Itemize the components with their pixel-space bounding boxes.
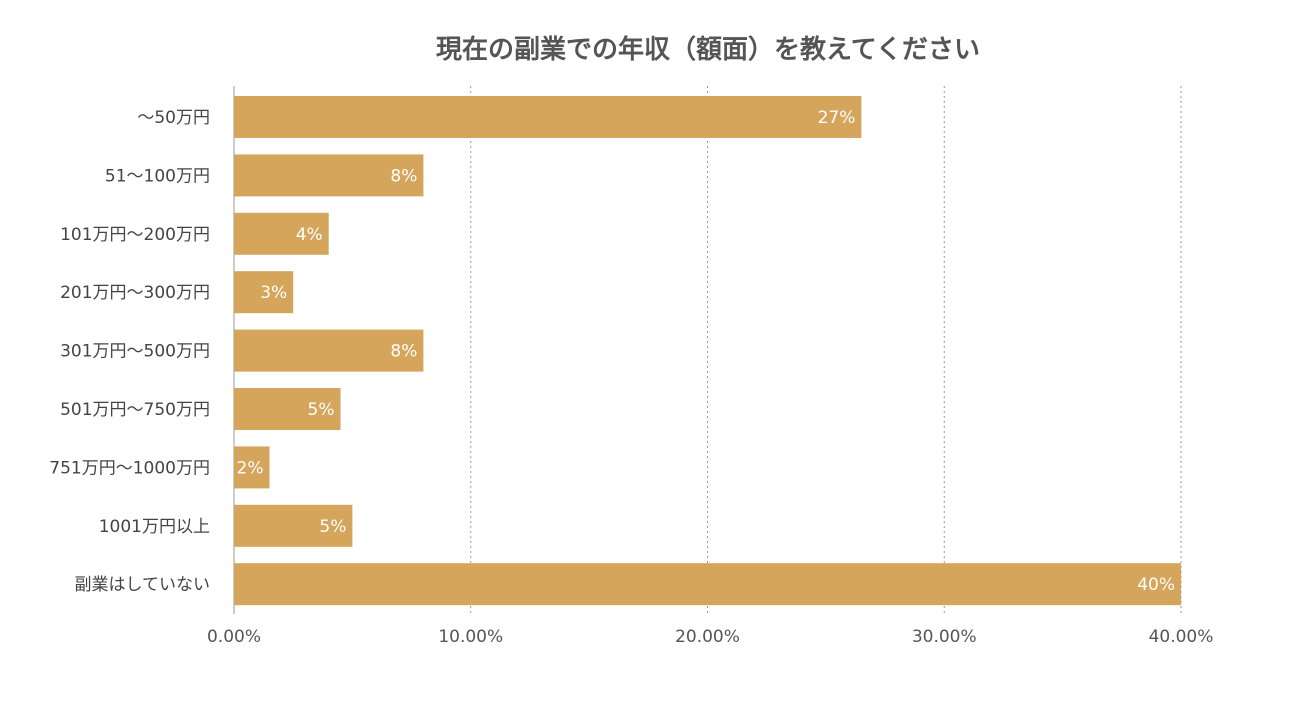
category-label: 751万円〜1000万円 <box>49 458 210 478</box>
data-label: 2% <box>237 458 264 478</box>
x-axis-tick-labels: 0.00% 10.00% 20.00% 30.00% 40.00% <box>207 627 1213 647</box>
x-tick-label: 30.00% <box>912 627 977 647</box>
category-labels: 〜50万円 51〜100万円 101万円〜200万円 201万円〜300万円 301万円… <box>49 108 210 595</box>
category-label: 501万円〜750万円 <box>60 400 210 420</box>
category-label: 301万円〜500万円 <box>60 342 210 362</box>
bar-3 <box>234 271 294 314</box>
x-tick-label: 20.00% <box>675 627 740 647</box>
category-label: 101万円〜200万円 <box>60 225 210 245</box>
data-label: 5% <box>308 400 335 420</box>
data-label: 4% <box>296 225 323 245</box>
data-label: 8% <box>390 342 417 362</box>
bar-6 <box>234 446 270 489</box>
bar-2 <box>234 212 329 255</box>
bar-5 <box>234 388 341 430</box>
data-label: 5% <box>319 517 346 537</box>
x-tick-label: 10.00% <box>438 627 503 647</box>
chart-title: 現在の副業での年収（額面）を教えてください <box>436 34 980 65</box>
data-label: 27% <box>818 108 856 128</box>
data-label: 3% <box>260 283 287 303</box>
data-label: 8% <box>390 166 417 186</box>
data-label: 40% <box>1137 575 1175 595</box>
category-label: 副業はしていない <box>75 575 211 595</box>
bar-7 <box>234 504 353 547</box>
bar-0 <box>234 96 862 138</box>
bar-1 <box>234 154 424 197</box>
category-label: 51〜100万円 <box>105 166 210 186</box>
bar-8 <box>234 563 1181 606</box>
bar-4 <box>234 329 424 372</box>
x-tick-label: 40.00% <box>1149 627 1214 647</box>
category-label: 1001万円以上 <box>99 517 210 537</box>
x-tick-label: 0.00% <box>207 627 261 647</box>
category-label: 〜50万円 <box>137 108 210 128</box>
bars <box>234 96 1181 606</box>
data-labels: 27% 8% 4% 3% 8% 5% 2% 5% 40% <box>237 108 1175 595</box>
category-label: 201万円〜300万円 <box>60 283 210 303</box>
